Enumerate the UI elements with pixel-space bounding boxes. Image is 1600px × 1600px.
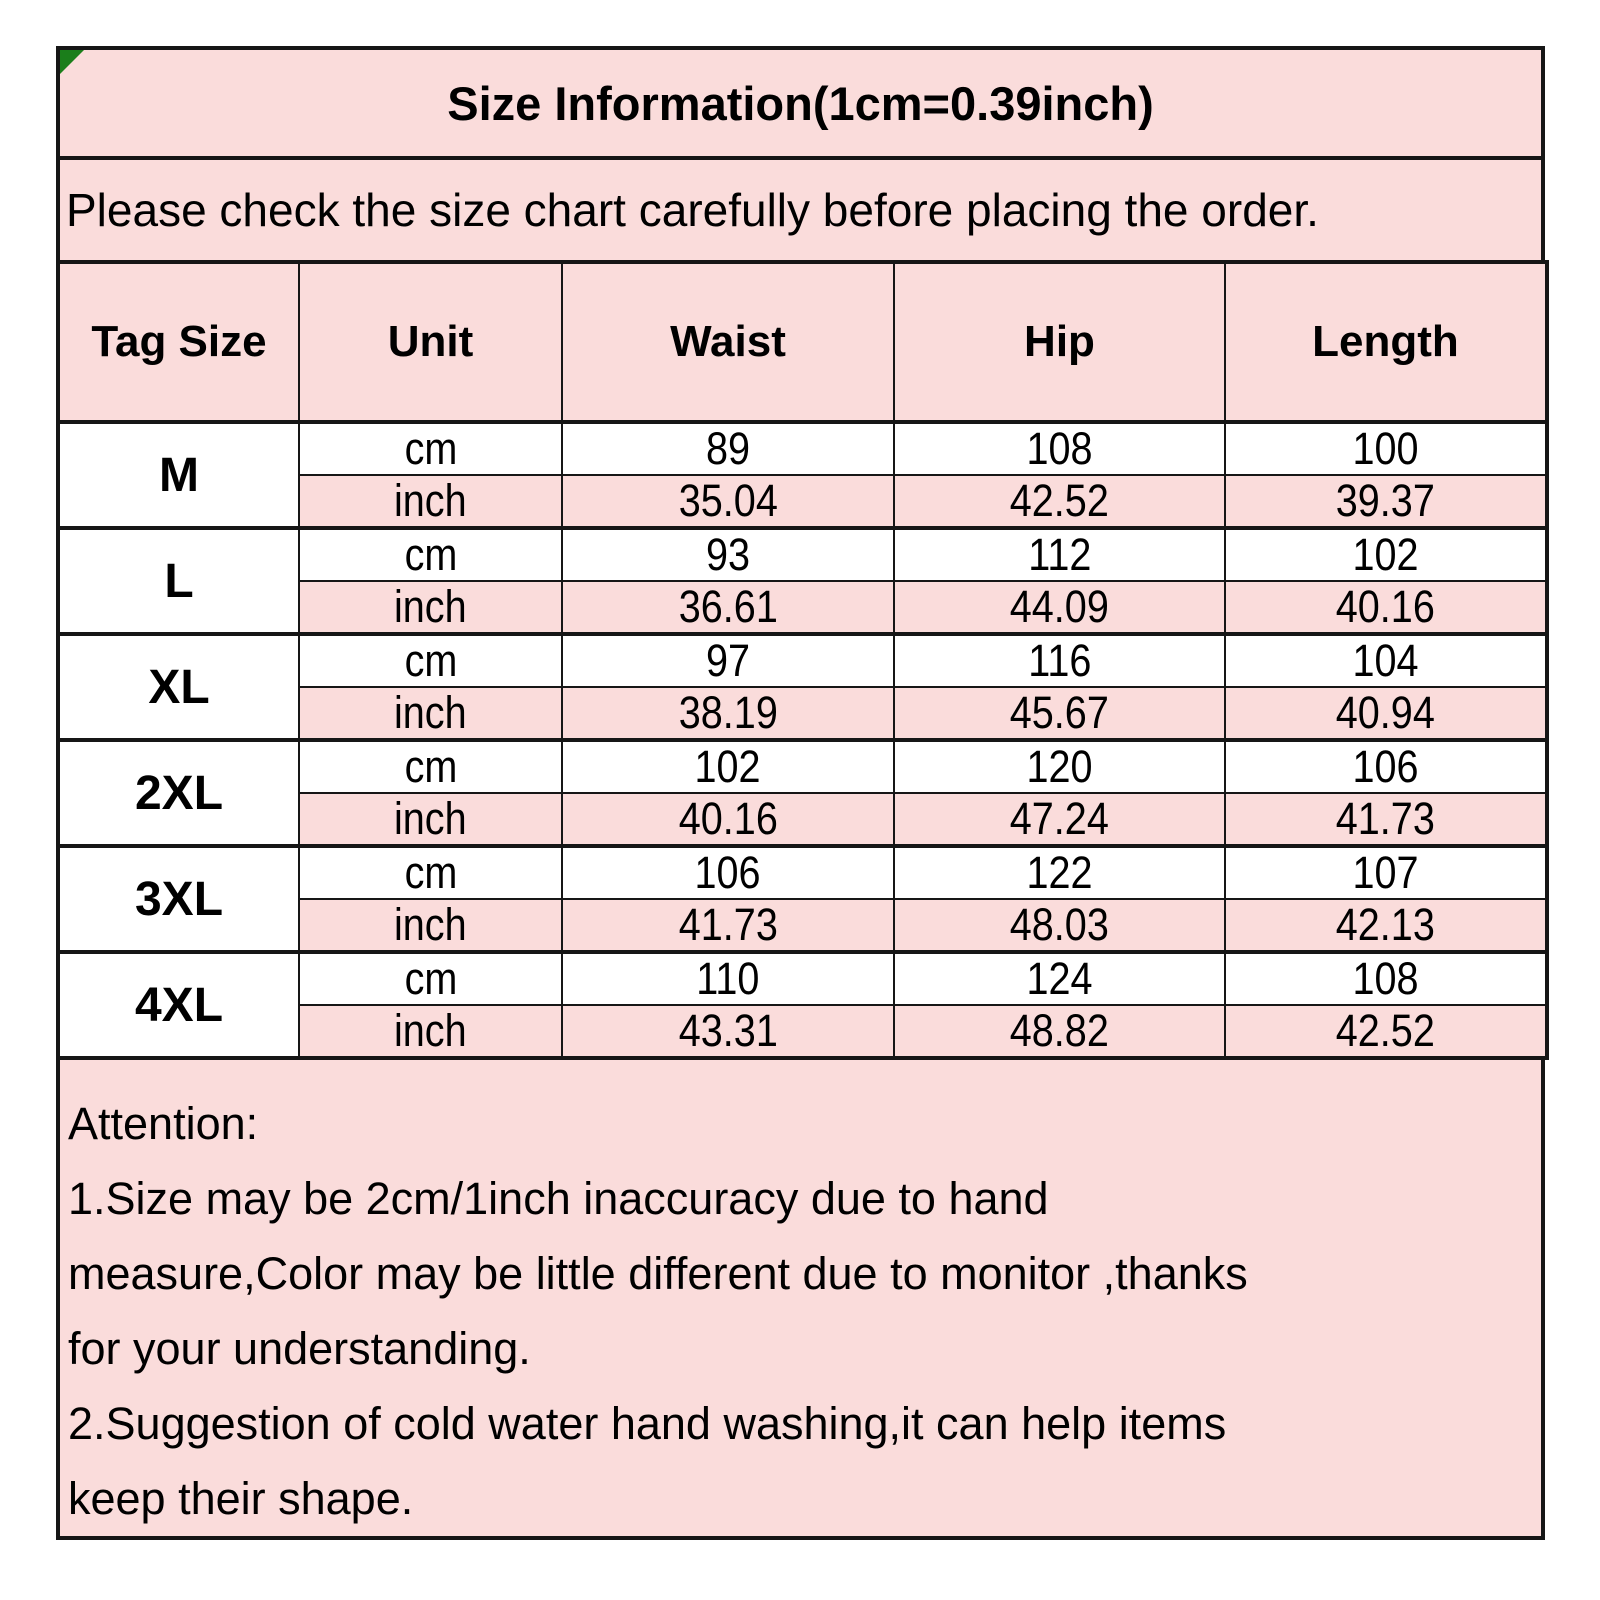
value-cell: 108: [893, 420, 1226, 476]
value-cell: 41.73: [561, 898, 895, 953]
value-cell: 42.52: [1224, 1004, 1548, 1059]
table-row: inch 35.04 42.52 39.37: [58, 474, 1548, 529]
value-cell: 122: [893, 844, 1226, 900]
value-cell: 93: [561, 526, 895, 582]
value-cell: 48.82: [893, 1004, 1226, 1059]
value-cell: 102: [1224, 526, 1548, 582]
value-cell: 116: [893, 632, 1226, 688]
unit-cell: cm: [298, 632, 563, 688]
unit-cell: cm: [298, 844, 563, 900]
column-header-unit: Unit: [298, 261, 563, 424]
table-row: inch 43.31 48.82 42.52: [58, 1004, 1548, 1059]
value-cell: 100: [1224, 420, 1548, 476]
value-cell: 89: [561, 420, 895, 476]
table-row: 2XL cm 102 120 106: [57, 738, 1548, 847]
value-cell: 35.04: [561, 474, 895, 529]
column-header-length: Length: [1224, 261, 1548, 424]
value-cell: 48.03: [893, 898, 1226, 953]
table-row: XL cm 97 116 104: [57, 632, 1548, 741]
table-row: M cm 89 108 100: [57, 420, 1548, 529]
title-cell: Size Information(1cm=0.39inch): [56, 46, 1545, 160]
value-cell: 40.16: [1224, 580, 1548, 635]
unit-cell: cm: [298, 950, 563, 1006]
table-row: inch 40.16 47.24 41.73: [58, 792, 1548, 847]
value-cell: 41.73: [1224, 792, 1548, 847]
value-cell: 44.09: [893, 580, 1226, 635]
table-row: inch 36.61 44.09 40.16: [58, 580, 1548, 635]
value-cell: 43.31: [561, 1004, 895, 1059]
unit-cell: inch: [298, 1004, 563, 1059]
unit-cell: cm: [298, 420, 563, 476]
page-title: Size Information(1cm=0.39inch): [447, 76, 1154, 130]
unit-cell: inch: [298, 898, 563, 953]
value-cell: 124: [893, 950, 1226, 1006]
attention-line: measure,Color may be little different du…: [68, 1248, 1248, 1299]
table-row: inch 38.19 45.67 40.94: [58, 686, 1548, 741]
value-cell: 106: [561, 844, 895, 900]
unit-cell: inch: [298, 792, 563, 847]
attention-line: keep their shape.: [68, 1473, 414, 1524]
table-row: inch 41.73 48.03 42.13: [58, 898, 1548, 953]
value-cell: 108: [1224, 950, 1548, 1006]
value-cell: 112: [893, 526, 1226, 582]
unit-cell: cm: [298, 738, 563, 794]
value-cell: 102: [561, 738, 895, 794]
table-row: 4XL cm 110 124 108: [57, 950, 1548, 1059]
subtitle-cell: Please check the size chart carefully be…: [56, 156, 1545, 264]
green-corner-marker-icon: [60, 50, 84, 74]
attention-line: for your understanding.: [68, 1323, 531, 1374]
value-cell: 36.61: [561, 580, 895, 635]
value-cell: 107: [1224, 844, 1548, 900]
attention-section: Attention: 1.Size may be 2cm/1inch inacc…: [56, 1056, 1545, 1540]
value-cell: 39.37: [1224, 474, 1548, 529]
attention-line: 1.Size may be 2cm/1inch inaccuracy due t…: [68, 1173, 1049, 1224]
unit-cell: inch: [298, 580, 563, 635]
value-cell: 97: [561, 632, 895, 688]
column-header-tag-size: Tag Size: [57, 261, 300, 424]
value-cell: 38.19: [561, 686, 895, 741]
value-cell: 42.13: [1224, 898, 1548, 953]
table-header-row: Tag Size Unit Waist Hip Length: [57, 261, 1548, 424]
column-header-waist: Waist: [561, 261, 895, 424]
value-cell: 40.16: [561, 792, 895, 847]
value-cell: 42.52: [893, 474, 1226, 529]
attention-line: 2.Suggestion of cold water hand washing,…: [68, 1398, 1227, 1449]
tag-size-cell-4xl: 4XL: [57, 950, 300, 1059]
tag-size-cell-m: M: [57, 420, 300, 529]
tag-size-cell-l: L: [57, 526, 300, 635]
tag-size-cell-xl: XL: [57, 632, 300, 741]
unit-cell: cm: [298, 526, 563, 582]
value-cell: 104: [1224, 632, 1548, 688]
value-cell: 47.24: [893, 792, 1226, 847]
column-header-hip: Hip: [893, 261, 1226, 424]
attention-heading: Attention:: [68, 1098, 259, 1149]
tag-size-cell-3xl: 3XL: [57, 844, 300, 953]
size-chart-sheet: Size Information(1cm=0.39inch) Please ch…: [56, 46, 1549, 1540]
value-cell: 45.67: [893, 686, 1226, 741]
unit-cell: inch: [298, 474, 563, 529]
value-cell: 40.94: [1224, 686, 1548, 741]
value-cell: 120: [893, 738, 1226, 794]
size-table: Tag Size Unit Waist Hip Length M cm 89 1…: [56, 260, 1549, 1060]
table-row: L cm 93 112 102: [57, 526, 1548, 635]
value-cell: 110: [561, 950, 895, 1006]
value-cell: 106: [1224, 738, 1548, 794]
table-row: 3XL cm 106 122 107: [57, 844, 1548, 953]
tag-size-cell-2xl: 2XL: [57, 738, 300, 847]
unit-cell: inch: [298, 686, 563, 741]
subtitle-text: Please check the size chart carefully be…: [66, 184, 1319, 236]
